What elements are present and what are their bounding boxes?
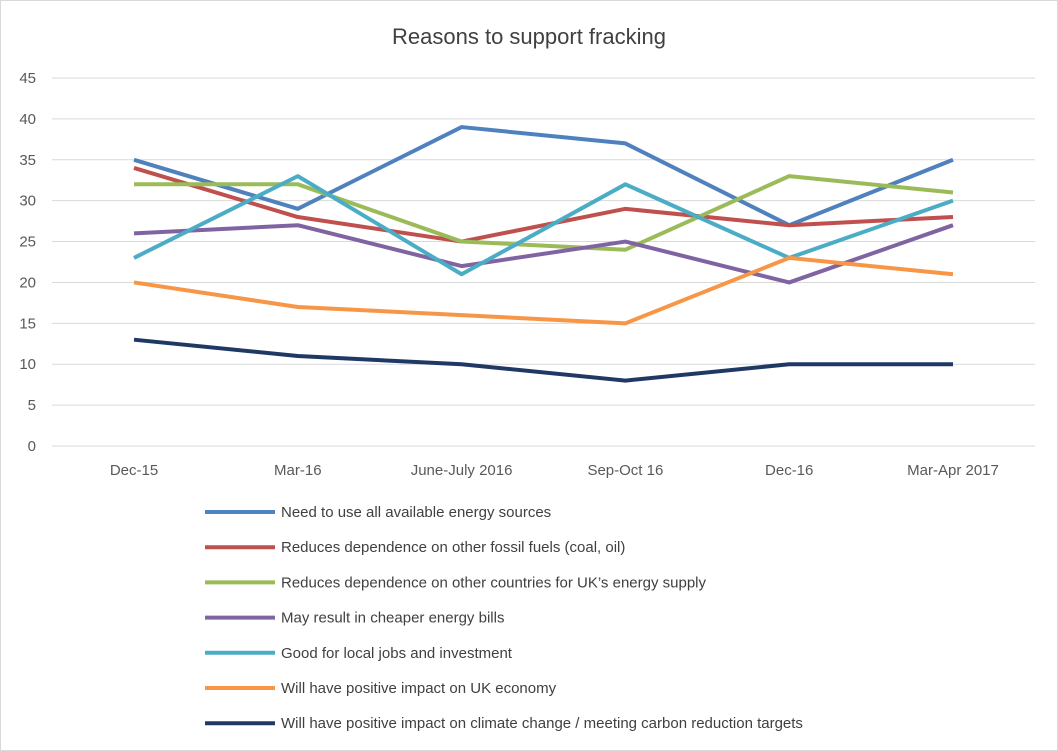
x-tick-label: Mar-Apr 2017	[907, 462, 999, 479]
legend-label: Need to use all available energy sources	[281, 504, 551, 521]
legend-item: May result in cheaper energy bills	[205, 610, 504, 627]
y-tick-label: 10	[19, 356, 36, 373]
y-tick-label: 35	[19, 152, 36, 169]
legend-label: Good for local jobs and investment	[281, 645, 513, 662]
series-line	[133, 337, 953, 383]
y-tick-label: 5	[28, 397, 36, 414]
y-tick-label: 0	[28, 438, 36, 455]
series-line	[133, 223, 954, 285]
legend-label: Will have positive impact on UK economy	[281, 680, 557, 697]
x-tick-label: Mar-16	[274, 462, 322, 479]
legend-item: Will have positive impact on climate cha…	[205, 715, 803, 732]
x-tick-label: June-July 2016	[411, 462, 513, 479]
legend-label: Will have positive impact on climate cha…	[281, 715, 803, 732]
y-tick-label: 20	[19, 274, 36, 291]
legend-item: Reduces dependence on other fossil fuels…	[205, 539, 625, 556]
series-line	[134, 174, 954, 252]
series-line	[133, 166, 954, 244]
x-tick-label: Sep-Oct 16	[587, 462, 663, 479]
legend-label: Reduces dependence on other fossil fuels…	[281, 539, 625, 556]
legend-label: May result in cheaper energy bills	[281, 610, 504, 627]
y-tick-label: 15	[19, 315, 36, 332]
series-line	[133, 255, 954, 326]
y-tick-label: 45	[19, 70, 36, 87]
legend-item: Will have positive impact on UK economy	[205, 680, 557, 697]
y-tick-label: 40	[19, 111, 36, 128]
legend-label: Reduces dependence on other countries fo…	[281, 574, 706, 591]
chart-title: Reasons to support fracking	[392, 24, 666, 49]
legend-item: Good for local jobs and investment	[205, 645, 513, 662]
legend-item: Need to use all available energy sources	[205, 504, 551, 521]
series-line	[133, 125, 954, 228]
y-tick-label: 30	[19, 193, 36, 210]
y-tick-label: 25	[19, 234, 36, 251]
legend-item: Reduces dependence on other countries fo…	[205, 574, 706, 591]
x-tick-label: Dec-16	[765, 462, 813, 479]
x-tick-label: Dec-15	[110, 462, 158, 479]
series-line	[133, 174, 954, 277]
